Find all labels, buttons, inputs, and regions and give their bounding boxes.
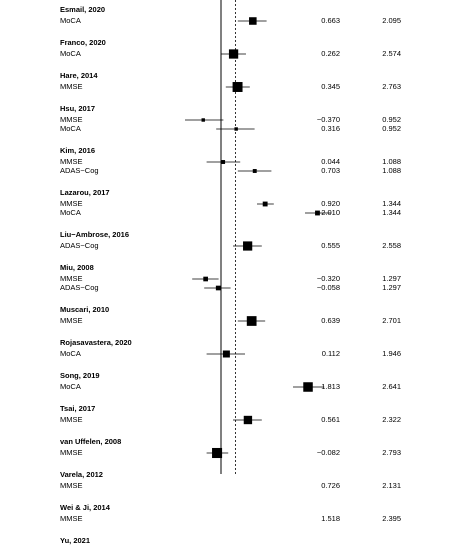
estimate-value: −0.058 (316, 283, 340, 292)
measure-label: MMSE (60, 448, 83, 457)
second-value: 1.088 (382, 166, 401, 175)
measure-label: MMSE (60, 415, 83, 424)
plot-canvas (185, 0, 332, 474)
measure-label: ADAS−Cog (60, 166, 99, 175)
estimate-marker (234, 127, 238, 131)
second-value: 2.131 (382, 481, 401, 490)
estimate-value: 0.726 (321, 481, 340, 490)
measure-label: MoCA (60, 124, 81, 133)
measure-label: ADAS−Cog (60, 283, 99, 292)
measure-label: MoCA (60, 49, 81, 58)
estimate-value: 1.518 (321, 514, 340, 523)
estimate-marker (203, 276, 208, 282)
second-value: 1.088 (382, 157, 401, 166)
study-name: Rojasavastera, 2020 (60, 338, 132, 347)
measure-label: MMSE (60, 157, 83, 166)
second-value: 1.344 (382, 199, 401, 208)
study-name: Song, 2019 (60, 371, 100, 380)
estimate-value: 0.663 (321, 16, 340, 25)
estimate-value: 0.316 (321, 124, 340, 133)
estimate-value: 0.112 (321, 349, 340, 358)
study-name: Liu−Ambrose, 2016 (60, 230, 129, 239)
estimate-marker (262, 201, 268, 207)
second-value: 0.952 (382, 115, 401, 124)
measure-label: ADAS−Cog (60, 241, 99, 250)
estimate-marker (303, 382, 313, 392)
measure-label: MMSE (60, 316, 83, 325)
measure-label: MoCA (60, 208, 81, 217)
estimate-marker (232, 82, 243, 92)
study-name: Esmail, 2020 (60, 5, 106, 14)
estimate-marker (315, 210, 320, 216)
measure-label: MoCA (60, 16, 81, 25)
second-value: 1.344 (382, 208, 401, 217)
second-value: 2.763 (382, 82, 401, 91)
measure-label: MMSE (60, 115, 83, 124)
estimate-marker (215, 285, 221, 291)
study-name: Tsai, 2017 (60, 404, 96, 413)
measure-label: MoCA (60, 382, 81, 391)
estimate-marker (249, 17, 257, 25)
second-value: 2.558 (382, 241, 401, 250)
second-value: 2.322 (382, 415, 401, 424)
estimate-value: 1.813 (321, 382, 340, 391)
estimate-marker (228, 49, 239, 59)
study-name: Miu, 2008 (60, 263, 94, 272)
second-value: 2.095 (382, 16, 401, 25)
study-name: Muscari, 2010 (60, 305, 110, 314)
study-name: Yu, 2021 (60, 536, 91, 545)
estimate-value: 0.920 (321, 199, 340, 208)
study-name: Varela, 2012 (60, 470, 103, 479)
estimate-value: 0.555 (321, 241, 340, 250)
estimate-value: −0.320 (316, 274, 340, 283)
second-value: 2.793 (382, 448, 401, 457)
estimate-marker (221, 160, 226, 164)
second-value: 0.952 (382, 124, 401, 133)
measure-label: MMSE (60, 514, 83, 523)
second-value: 1.297 (382, 283, 401, 292)
study-name: Hsu, 2017 (60, 104, 96, 113)
estimate-marker (243, 241, 253, 251)
second-value: 2.395 (382, 514, 401, 523)
study-name: Hare, 2014 (60, 71, 98, 80)
estimate-value: 0.044 (321, 157, 340, 166)
estimate-value: 0.703 (321, 166, 340, 175)
estimate-marker (212, 447, 223, 459)
study-name: Franco, 2020 (60, 38, 106, 47)
estimate-value: 0.639 (321, 316, 340, 325)
measure-label: MMSE (60, 481, 83, 490)
estimate-value: 0.561 (321, 415, 340, 424)
study-name: Wei & Ji, 2014 (60, 503, 110, 512)
second-value: 1.297 (382, 274, 401, 283)
second-value: 2.641 (382, 382, 401, 391)
study-name: Lazarou, 2017 (60, 188, 110, 197)
estimate-value: −0.082 (316, 448, 340, 457)
estimate-marker (243, 415, 253, 425)
measure-label: MMSE (60, 274, 83, 283)
estimate-value: −0.370 (316, 115, 340, 124)
estimate-marker (201, 118, 205, 122)
estimate-value: 0.262 (321, 49, 340, 58)
second-value: 1.946 (382, 349, 401, 358)
second-value: 2.574 (382, 49, 401, 58)
estimate-value: 2.010 (321, 208, 340, 217)
estimate-marker (252, 169, 257, 173)
measure-label: MoCA (60, 349, 81, 358)
measure-label: MMSE (60, 199, 83, 208)
estimate-value: 0.345 (321, 82, 340, 91)
estimate-marker (246, 316, 257, 326)
measure-label: MMSE (60, 82, 83, 91)
study-name: Kim, 2016 (60, 146, 96, 155)
second-value: 2.701 (382, 316, 401, 325)
estimate-marker (222, 350, 230, 358)
study-name: van Uffelen, 2008 (60, 437, 122, 446)
